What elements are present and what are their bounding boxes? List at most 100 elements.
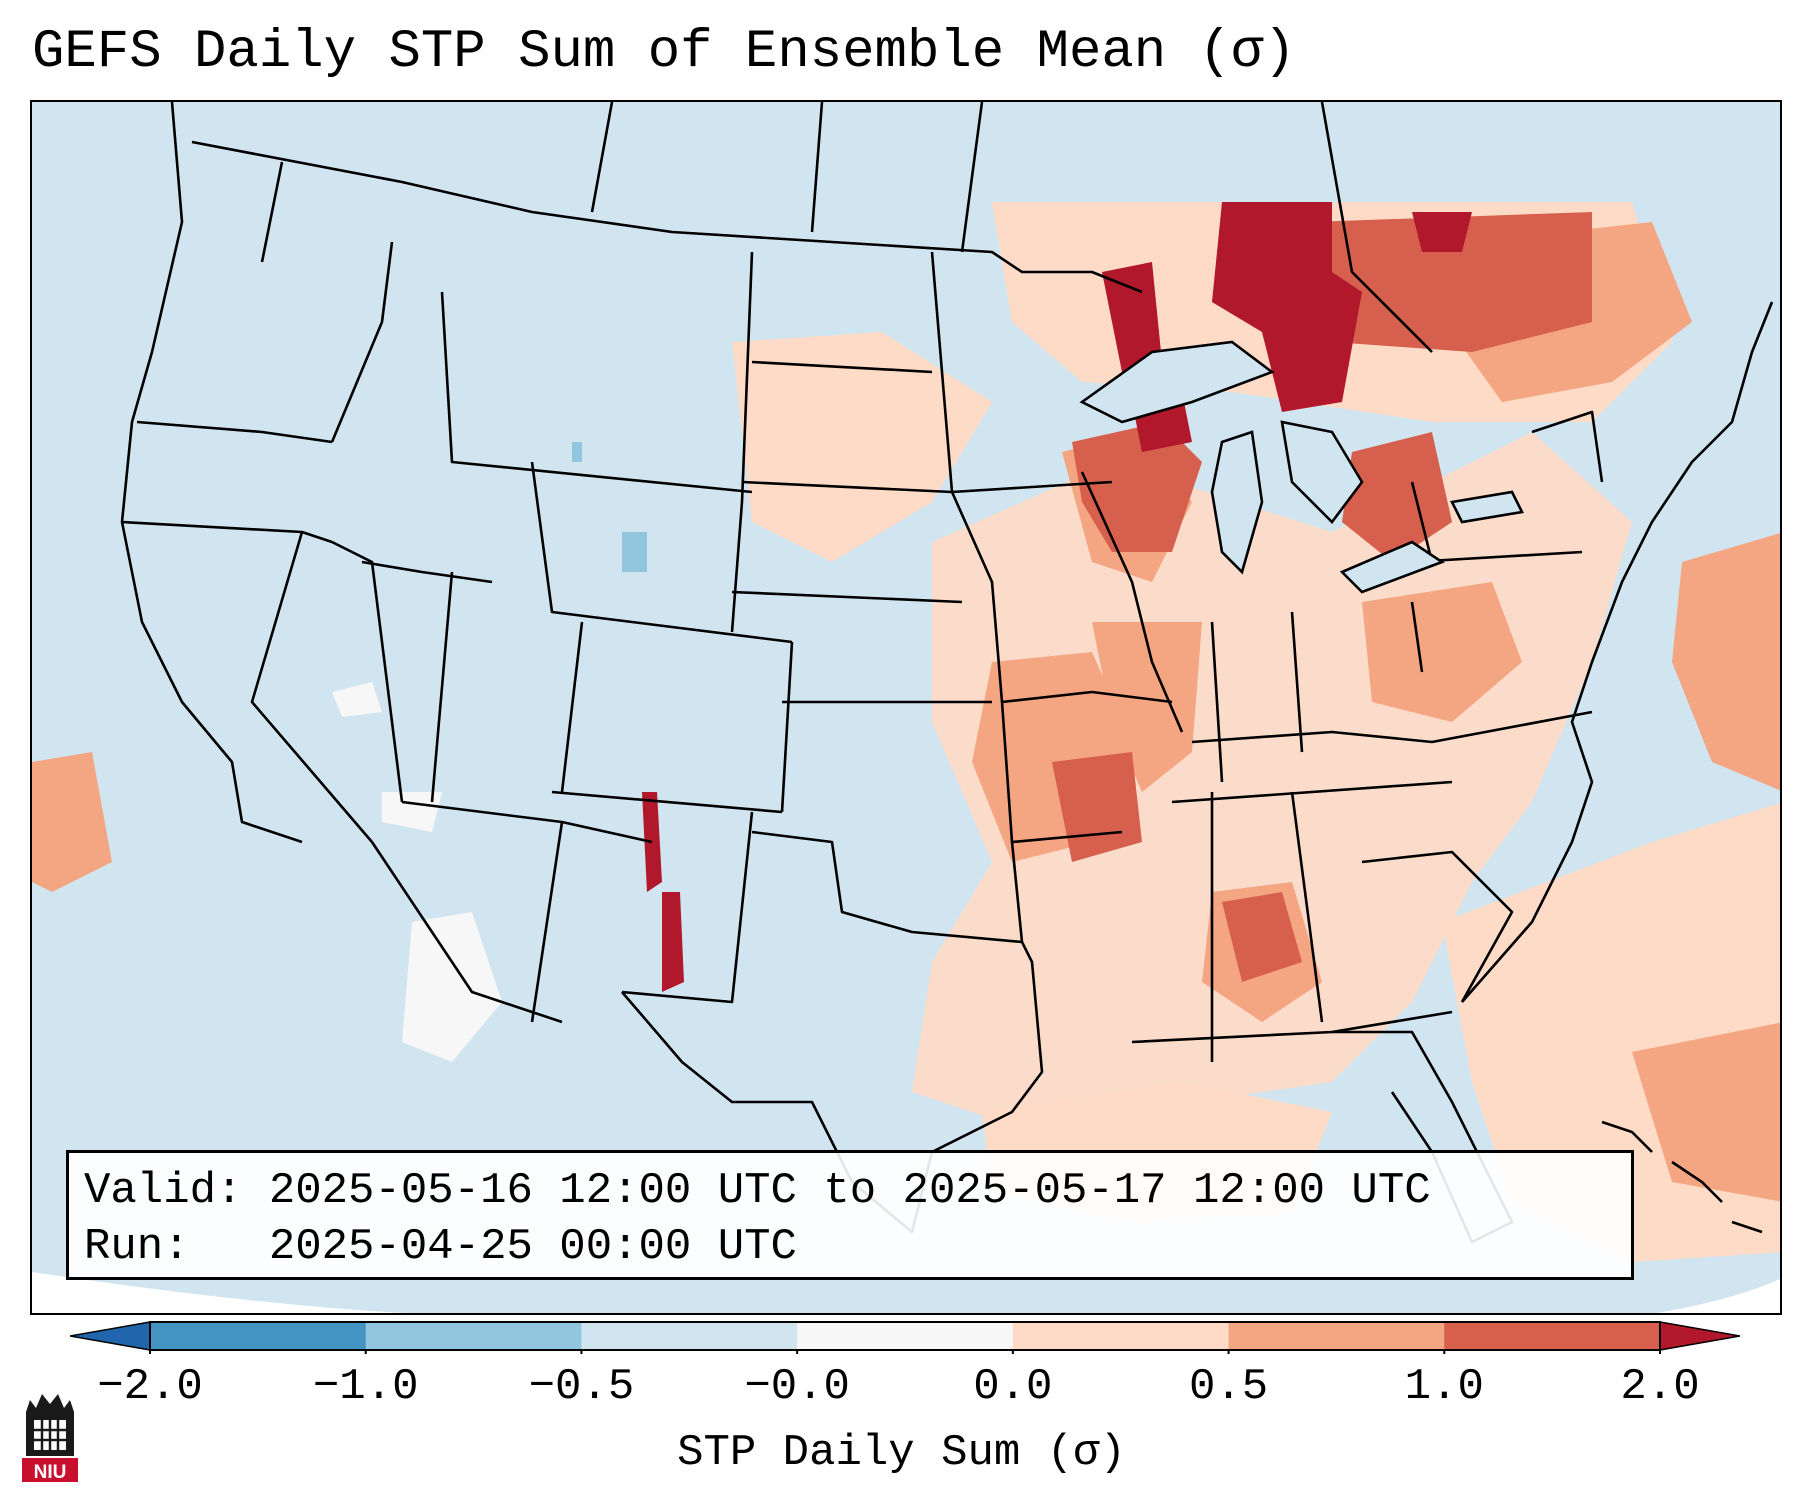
field-red-ontario (1312, 212, 1592, 352)
lake-michigan (1210, 430, 1264, 575)
valid-value: 2025-05-16 12:00 UTC to 2025-05-17 12:00… (268, 1166, 1431, 1216)
colorbar-tick-label: −2.0 (97, 1362, 203, 1412)
niu-logo-grid (34, 1420, 66, 1450)
lake-huron (1280, 420, 1364, 524)
colorbar-label: STP Daily Sum (σ) (677, 1428, 1126, 1478)
canada-us-border (191, 140, 1143, 294)
field-salmon-ohio-valley (1362, 582, 1522, 722)
border-mt-nd-sd (730, 251, 754, 633)
border-sd-ne (741, 480, 953, 494)
border-tx-ok (751, 830, 1023, 944)
border-co-nm (551, 790, 783, 814)
colorbar (70, 1321, 1740, 1354)
colorbar-tick-label: 1.0 (1404, 1362, 1484, 1412)
border-sk-mb (810, 102, 824, 233)
projection-edge-right (1656, 1278, 1780, 1313)
border-ga-sc (1361, 850, 1514, 1003)
border-in-oh (1290, 611, 1304, 753)
field-salmon-atlantic-south (1632, 1022, 1780, 1202)
border-on-qc (1320, 102, 1433, 353)
lake-ontario (1450, 490, 1524, 524)
border-oh-pa (1410, 601, 1424, 673)
colorbar-under-arrow (70, 1321, 151, 1351)
field-darkred-minnesota (1102, 262, 1162, 372)
border-ab-sk (590, 102, 614, 213)
valid-row: Valid: 2025-05-16 12:00 UTC to 2025-05-1… (84, 1163, 1631, 1219)
page-title: GEFS Daily STP Sum of Ensemble Mean (σ) (32, 22, 1296, 83)
east-coastline (1461, 301, 1774, 1003)
border-nv-ut (331, 540, 404, 803)
field-darkred-ontario (1212, 202, 1362, 412)
field-blue-colorado-b (572, 442, 582, 462)
border-bc-ab (260, 161, 284, 263)
caribbean-islands (1601, 1120, 1763, 1234)
field-light-salmon-plains (732, 332, 992, 562)
border-ar-la (1011, 830, 1123, 844)
border-al-ga (1290, 791, 1324, 1023)
colorbar-over-arrow (1659, 1321, 1740, 1351)
border-az-mexico (370, 841, 563, 1024)
border-nd-sd (751, 360, 933, 374)
border-az-nm (530, 821, 564, 1023)
border-wa-or (136, 420, 333, 444)
border-new-england (1531, 410, 1604, 483)
border-ca-nv (250, 531, 373, 843)
border-tn-ky-va-nc (1191, 710, 1593, 744)
niu-logo-icon: NIU (22, 1394, 78, 1483)
border-ut-west (430, 571, 454, 803)
west-coastline (120, 102, 303, 844)
lake-superior (1079, 340, 1275, 424)
field-darkred-quebec (1412, 212, 1472, 252)
border-il-wi-ia (1080, 471, 1184, 733)
island-a (1601, 1120, 1653, 1153)
colorbar-tick-label: 2.0 (1620, 1362, 1700, 1412)
colorbar-bin (581, 1322, 798, 1350)
colorbar-tick-label: 0.5 (1188, 1362, 1269, 1412)
field-darkred-newmexico-b (662, 892, 684, 992)
niu-logo-banner (22, 1458, 78, 1482)
colorbar-bins (70, 1321, 1740, 1354)
field-red-alabama (1222, 892, 1302, 982)
colorbar-tick-label: −0.0 (744, 1362, 850, 1412)
border-nm-tx (621, 811, 754, 1004)
colorbar-outline (149, 1321, 1661, 1351)
great-lakes (1079, 340, 1524, 594)
colorbar-bin (1228, 1322, 1445, 1350)
niu-logo-text: NIU (34, 1462, 67, 1483)
run-label: Run: (84, 1222, 190, 1272)
border-wy-co (530, 461, 793, 644)
colorbar-tick-label: 0.0 (973, 1362, 1053, 1412)
colorbar-bin (797, 1322, 1014, 1350)
border-tn-ms-al (1171, 780, 1453, 804)
valid-run-info-box: Valid: 2025-05-16 12:00 UTC to 2025-05-1… (66, 1150, 1634, 1280)
lake-erie (1339, 540, 1445, 594)
island-b (1671, 1160, 1723, 1203)
colorbar-tick-label: −0.5 (528, 1362, 635, 1412)
border-id-west (330, 241, 394, 443)
map-panel (30, 100, 1782, 1315)
field-blue-colorado-a (622, 532, 647, 572)
field-salmon-offshore (1672, 533, 1780, 791)
field-salmon-illinois (1092, 622, 1202, 792)
field-white-baja (402, 912, 502, 1062)
border-mt-wy (440, 291, 753, 494)
border-il-in (1210, 621, 1224, 783)
field-pacific-patch (32, 752, 112, 892)
colorbar-bin (150, 1322, 367, 1350)
colorbar-bin (1444, 1322, 1661, 1350)
projection-edge-left (32, 1272, 405, 1313)
border-pa-oh-east (1410, 481, 1434, 563)
run-value: 2025-04-25 00:00 UTC (268, 1222, 797, 1272)
border-ia-mn (951, 480, 1113, 494)
field-red-arkansas (1052, 752, 1142, 862)
valid-label: Valid: (84, 1166, 243, 1216)
colorbar-bin (365, 1322, 582, 1350)
border-mn-ia-mo (930, 251, 1024, 943)
border-ne-ks (731, 590, 963, 604)
border-co-ks (780, 641, 794, 813)
border-id-south (361, 560, 493, 584)
colorbar-tick-label: −1.0 (312, 1362, 419, 1412)
colorbar-bin (1012, 1322, 1230, 1350)
island-c (1731, 1220, 1763, 1234)
field-white-nevada (332, 682, 382, 717)
